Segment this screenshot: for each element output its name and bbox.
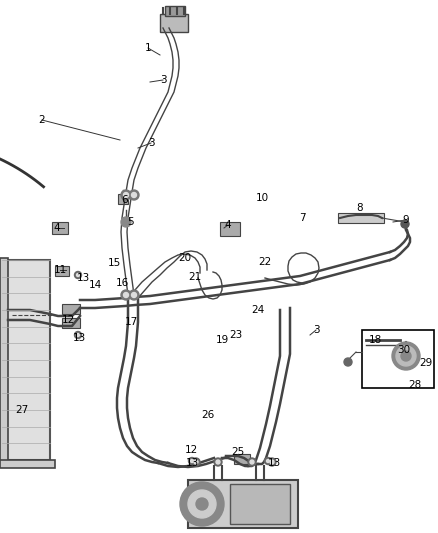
Circle shape xyxy=(121,217,131,227)
Circle shape xyxy=(268,458,276,466)
Circle shape xyxy=(401,351,411,361)
Bar xyxy=(220,222,240,236)
Circle shape xyxy=(192,458,200,466)
Circle shape xyxy=(196,498,208,510)
Text: 13: 13 xyxy=(185,458,198,468)
Circle shape xyxy=(131,293,137,297)
Text: 9: 9 xyxy=(403,215,410,225)
Circle shape xyxy=(265,457,272,464)
Circle shape xyxy=(129,190,139,200)
Text: 6: 6 xyxy=(122,195,128,205)
Circle shape xyxy=(121,290,131,300)
Bar xyxy=(118,194,128,204)
Circle shape xyxy=(250,460,254,464)
Text: 4: 4 xyxy=(54,223,60,233)
Circle shape xyxy=(121,190,131,200)
Text: 18: 18 xyxy=(368,335,381,345)
Bar xyxy=(0,460,55,468)
Bar xyxy=(0,258,8,462)
Bar xyxy=(62,318,80,328)
Text: 20: 20 xyxy=(178,253,191,263)
Circle shape xyxy=(401,220,409,228)
Text: 30: 30 xyxy=(397,345,410,355)
Text: 29: 29 xyxy=(419,358,433,368)
Text: 5: 5 xyxy=(128,217,134,227)
Text: 4: 4 xyxy=(225,220,231,230)
Circle shape xyxy=(191,459,194,463)
Circle shape xyxy=(129,290,139,300)
Bar xyxy=(230,484,290,524)
Text: 3: 3 xyxy=(148,138,154,148)
Circle shape xyxy=(131,192,137,198)
Circle shape xyxy=(344,358,352,366)
Text: 23: 23 xyxy=(230,330,243,340)
Text: 12: 12 xyxy=(61,315,74,325)
Circle shape xyxy=(396,346,416,366)
Text: 11: 11 xyxy=(53,265,67,275)
Circle shape xyxy=(124,192,128,198)
Circle shape xyxy=(124,293,128,297)
Circle shape xyxy=(74,271,81,279)
Circle shape xyxy=(270,460,274,464)
Bar xyxy=(234,454,250,464)
Text: 10: 10 xyxy=(255,193,268,203)
Bar xyxy=(338,213,384,223)
Text: 3: 3 xyxy=(313,325,319,335)
Text: 13: 13 xyxy=(267,458,281,468)
Text: 28: 28 xyxy=(408,380,422,390)
Text: 17: 17 xyxy=(124,317,138,327)
Text: 15: 15 xyxy=(107,258,120,268)
Text: 25: 25 xyxy=(231,447,245,457)
Bar xyxy=(2,260,50,460)
Text: 1: 1 xyxy=(145,43,151,53)
Bar xyxy=(52,222,68,234)
Circle shape xyxy=(216,460,220,464)
Circle shape xyxy=(392,342,420,370)
Text: 19: 19 xyxy=(215,335,229,345)
Text: 13: 13 xyxy=(76,273,90,283)
Text: 12: 12 xyxy=(184,445,198,455)
Text: 16: 16 xyxy=(115,278,129,288)
Circle shape xyxy=(188,490,216,518)
Text: 26: 26 xyxy=(201,410,215,420)
Text: 27: 27 xyxy=(15,405,28,415)
Circle shape xyxy=(188,457,195,464)
Bar xyxy=(55,266,69,276)
Bar xyxy=(165,6,185,16)
Text: 3: 3 xyxy=(160,75,166,85)
Bar xyxy=(62,304,80,314)
Text: 13: 13 xyxy=(72,333,85,343)
Bar xyxy=(362,330,434,388)
Bar xyxy=(188,480,298,528)
Circle shape xyxy=(77,273,80,277)
Circle shape xyxy=(214,458,222,466)
Text: 2: 2 xyxy=(39,115,45,125)
Circle shape xyxy=(248,458,256,466)
Text: 21: 21 xyxy=(188,272,201,282)
Circle shape xyxy=(77,334,80,336)
Text: 7: 7 xyxy=(299,213,305,223)
Text: 22: 22 xyxy=(258,257,272,267)
Text: 24: 24 xyxy=(251,305,265,315)
Bar xyxy=(160,14,188,32)
Text: 8: 8 xyxy=(357,203,363,213)
Circle shape xyxy=(266,459,269,463)
Circle shape xyxy=(194,460,198,464)
Circle shape xyxy=(180,482,224,526)
Text: 14: 14 xyxy=(88,280,102,290)
Circle shape xyxy=(74,332,81,338)
